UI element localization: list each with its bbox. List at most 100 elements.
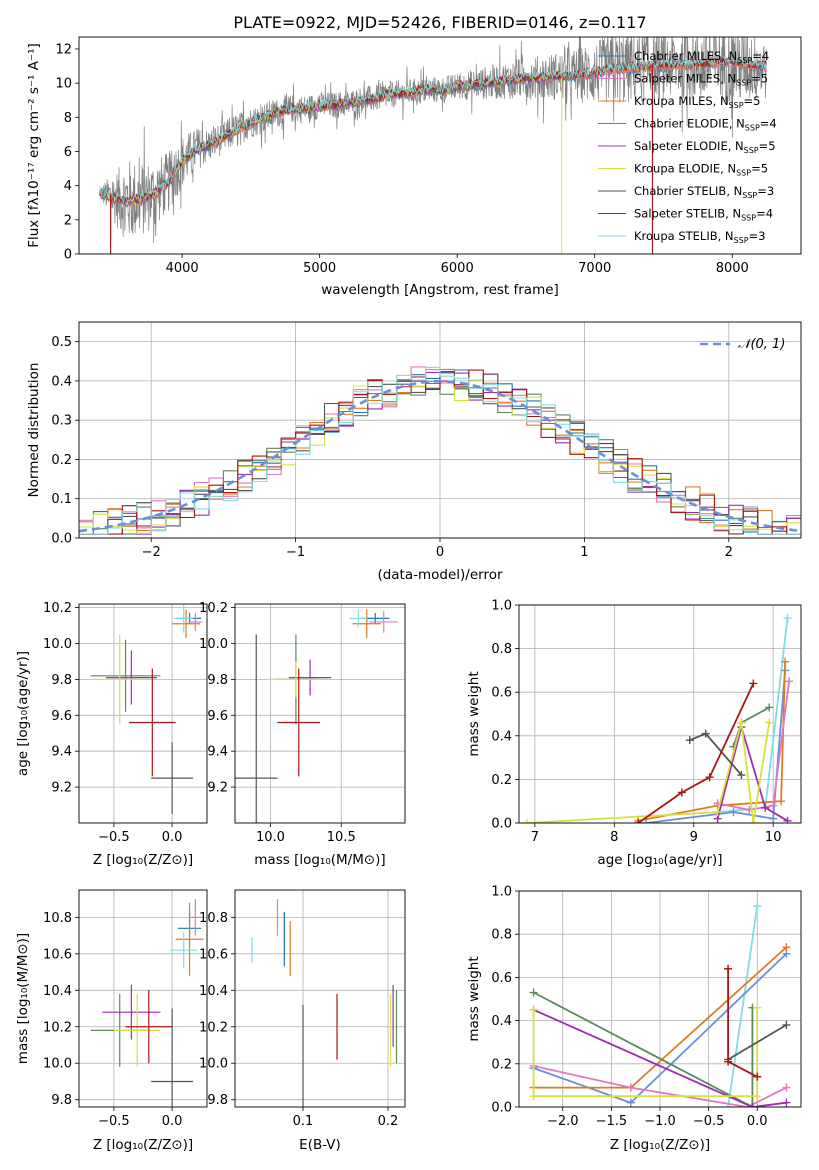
- x-tick-label-0: −0.5: [98, 1114, 130, 1129]
- axes-frame: [78, 603, 208, 824]
- weight-marker-8-0: [724, 964, 733, 973]
- z_weight-data: [529, 902, 791, 1107]
- legend-label-8: Kroupa STELIB, NSSP=3: [634, 229, 765, 245]
- axes-frame: [78, 321, 802, 539]
- y-axis-label: age [log₁₀(age/yr)]: [15, 651, 31, 776]
- y-tick-label-4: 0.8: [491, 928, 512, 943]
- y-tick-label-1: 9.4: [207, 745, 228, 760]
- legend-label-7: Salpeter STELIB, NSSP=4: [634, 207, 773, 223]
- weight-marker-8-3: [749, 679, 758, 688]
- x-axis-label: Z [log₁₀(Z/Z⊙)]: [93, 852, 193, 868]
- weight-marker-1-0: [642, 819, 651, 823]
- legend-label-6: Chabrier STELIB, NSSP=3: [634, 184, 774, 200]
- y-tick-label-3: 0.6: [491, 971, 512, 986]
- weight-marker-5-1: [748, 1103, 757, 1107]
- x-axis-label: wavelength [Angstrom, rest frame]: [321, 282, 559, 298]
- y-tick-label-5: 10.2: [43, 601, 72, 616]
- x-tick-label-0: 0.1: [293, 1114, 314, 1129]
- histogram-kroupa-stelib: [79, 366, 801, 535]
- axes-frame: [234, 603, 406, 824]
- x-axis-label: (data-model)/error: [377, 567, 503, 583]
- panel-age_weight: 7 8 9 10 0.0 0.2 0.4 0.6 0.8 1.0 age [log₁₀(age/yr…: [466, 599, 802, 868]
- y-tick-label-5: 0.5: [51, 335, 72, 350]
- weight-marker-6-0: [522, 819, 531, 823]
- y-tick-label-3: 10.4: [199, 984, 228, 999]
- y-tick-label-0: 9.8: [207, 1093, 228, 1108]
- axes-frame: [78, 889, 208, 1108]
- legend-label-0: Chabrier MILES, NSSP=4: [634, 49, 769, 65]
- weight-marker-7-1: [782, 1020, 791, 1029]
- y-tick-label-2: 9.6: [51, 709, 72, 724]
- weight-line-6: [532, 1007, 759, 1098]
- legend-label-5: Kroupa ELODIE, NSSP=5: [634, 162, 768, 178]
- panel-z_age: −0.5 0.0 9.2 9.4 9.6 9.8 10.0 10.2 Z [log₁₀(Z/Z⊙…: [15, 601, 208, 868]
- figure-title: PLATE=0922, MJD=52426, FIBERID=0146, z=0…: [233, 13, 646, 32]
- y-tick-label-3: 9.8: [207, 673, 228, 688]
- weight-marker-3-3: [782, 1083, 791, 1092]
- axes-frame: [78, 36, 802, 255]
- y-tick-label-2: 10.2: [199, 1020, 228, 1035]
- x-tick-label-2: −1.0: [644, 1114, 676, 1129]
- age_weight-data: [522, 614, 794, 823]
- weight-marker-8-1: [677, 788, 686, 797]
- y-tick-label-1: 10.0: [199, 1057, 228, 1072]
- y-tick-label-0: 0: [64, 248, 72, 263]
- spectrum-legend: Chabrier MILES, NSSP=4 Salpeter MILES, NS…: [598, 49, 777, 245]
- weight-marker-2-2: [782, 943, 791, 952]
- x-tick-label-0: 4000: [166, 261, 199, 276]
- y-axis-label: Normed distribution: [26, 363, 42, 498]
- x-tick-label-0: 7: [531, 830, 539, 845]
- weight-marker-7-1: [701, 729, 710, 738]
- x-axis-label: mass [log₁₀(M/M⊙)]: [254, 852, 385, 868]
- weight-marker-8-1: [724, 1057, 733, 1066]
- y-tick-label-3: 6: [64, 145, 72, 160]
- x-tick-label-4: 2: [725, 545, 733, 560]
- panel-residuals: −2 −1 0 1 2 0.0 0.1 0.2 0.3 0.4 0.5 (data-model)/er…: [26, 321, 802, 583]
- weight-marker-6-0: [529, 1005, 538, 1014]
- axes-frame: [518, 604, 802, 824]
- weight-line-0: [717, 617, 789, 813]
- x-tick-label-1: 0.0: [162, 1114, 183, 1129]
- weight-marker-3-1: [626, 1083, 635, 1092]
- weight-marker-2-3: [781, 657, 790, 666]
- panel-mass_age: 10.0 10.5 9.2 9.4 9.6 9.8 10.0 10.2 mass [log₁₀(…: [199, 601, 406, 868]
- panel-z_mass: −0.5 0.0 9.8 10.0 10.2 10.4 10.6 10.8 Z [log₁₀(Z…: [15, 889, 208, 1153]
- y-tick-label-6: 12: [55, 42, 72, 57]
- weight-line-1: [645, 670, 786, 823]
- x-tick-label-2: 6000: [441, 261, 474, 276]
- weight-marker-7-2: [737, 771, 746, 780]
- weight-marker-5-2: [782, 1098, 791, 1107]
- y-tick-label-2: 4: [64, 179, 72, 194]
- panel-ebv_mass: 0.1 0.2 9.8 10.0 10.2 10.4 10.6 10.8 E(B-V): [199, 889, 406, 1153]
- x-tick-label-3: 7000: [578, 261, 611, 276]
- weight-marker-6-1: [529, 1092, 538, 1101]
- legend-label-4: Salpeter ELODIE, NSSP=5: [634, 139, 776, 155]
- x-tick-label-0: 10.0: [256, 830, 285, 845]
- weight-line-4: [533, 991, 754, 1107]
- weight-marker-6-3: [749, 819, 758, 823]
- weight-marker-0-1: [753, 902, 762, 911]
- weight-marker-2-2: [777, 797, 786, 806]
- y-tick-label-1: 0.2: [491, 773, 512, 788]
- weight-marker-3-2: [769, 801, 778, 810]
- legend-label-2: Kroupa MILES, NSSP=5: [634, 94, 760, 110]
- y-tick-label-2: 0.2: [51, 453, 72, 468]
- weight-marker-6-1: [713, 808, 722, 817]
- x-tick-label-1: −1: [286, 545, 305, 560]
- y-tick-label-2: 0.4: [491, 729, 512, 744]
- weight-line-6: [526, 722, 771, 823]
- y-tick-label-4: 10.0: [199, 637, 228, 652]
- y-tick-label-0: 0.0: [491, 1101, 512, 1116]
- x-tick-label-3: 10: [765, 830, 782, 845]
- y-tick-label-3: 0.6: [491, 686, 512, 701]
- weight-marker-0-2: [783, 614, 792, 623]
- weight-marker-1-1: [626, 1098, 635, 1107]
- spectrum-model-kroupa-stelib: [99, 55, 767, 204]
- weight-marker-5-3: [783, 816, 792, 823]
- weight-line-7: [727, 1024, 787, 1061]
- x-tick-label-1: 0.2: [378, 1114, 399, 1129]
- weight-line-0: [727, 905, 759, 1107]
- x-tick-label-2: 9: [690, 830, 698, 845]
- y-tick-label-1: 0.2: [491, 1057, 512, 1072]
